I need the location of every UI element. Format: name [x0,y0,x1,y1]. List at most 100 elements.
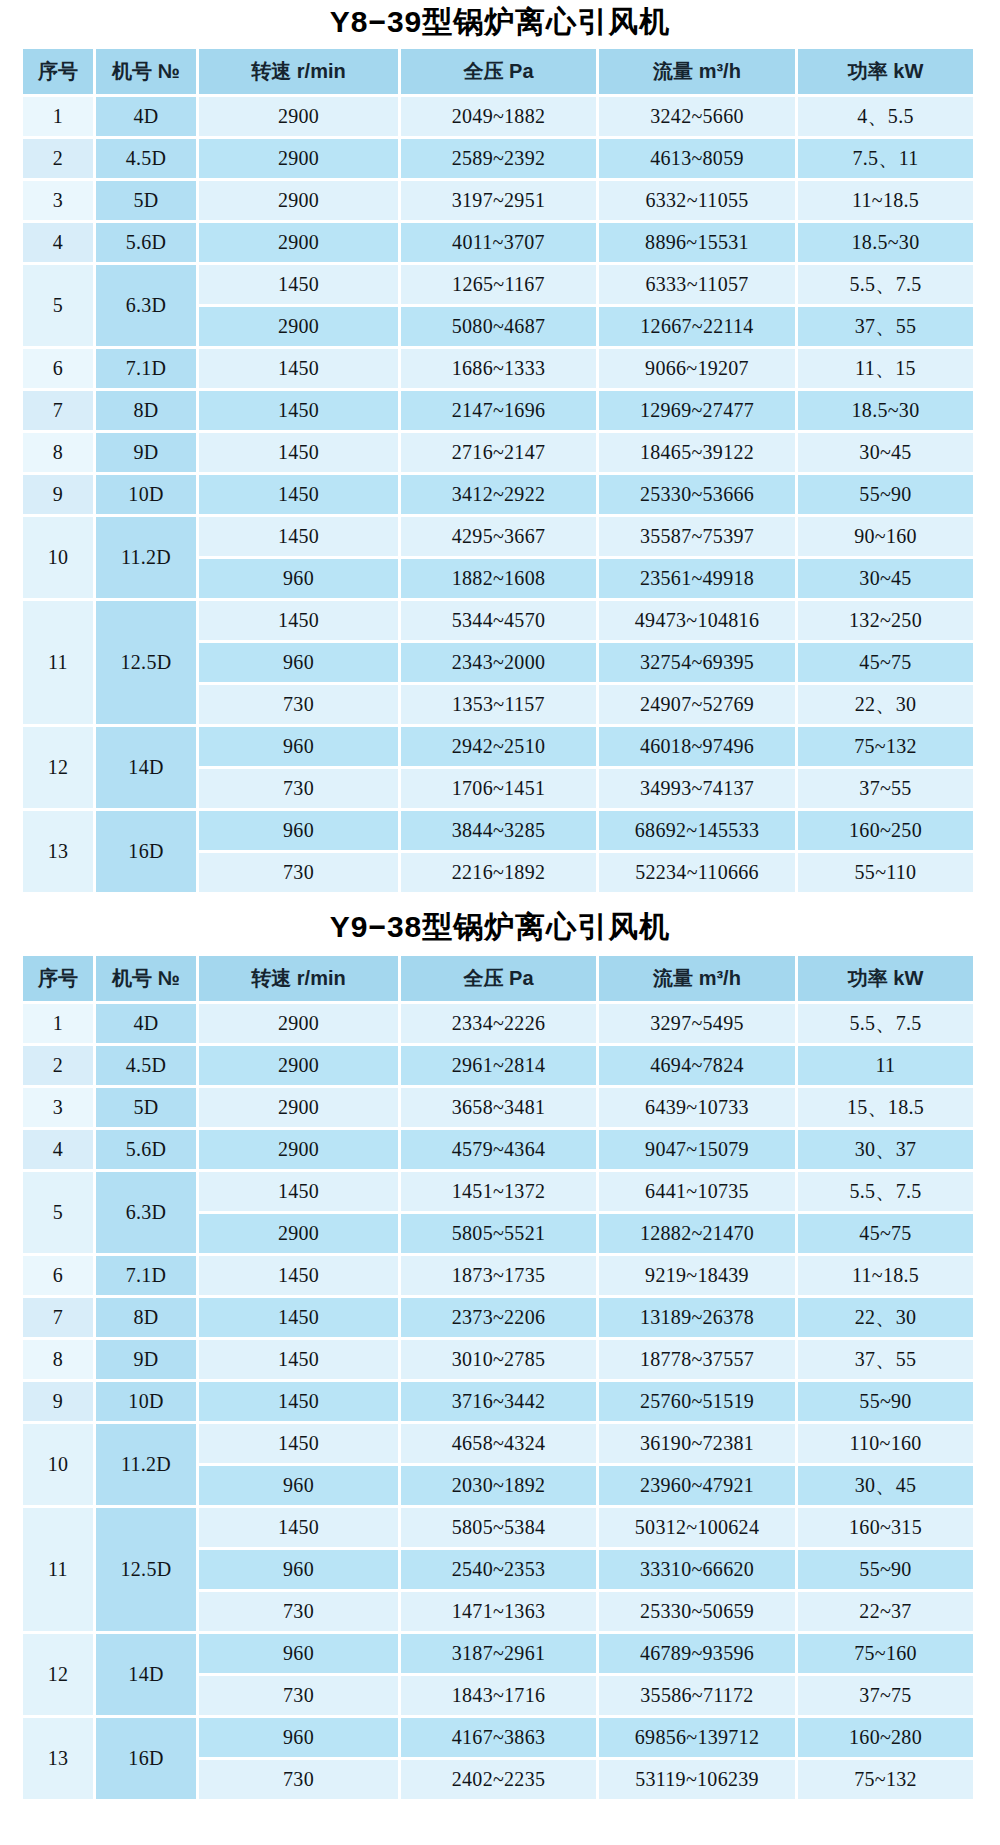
data-cell: 1450 [199,1508,398,1547]
data-cell: 45~75 [798,1214,973,1253]
data-cell: 7.5、11 [798,139,973,178]
data-cell: 5805~5521 [401,1214,596,1253]
data-cell: 55~90 [798,1382,973,1421]
data-cell: 730 [199,1676,398,1715]
data-cell: 2900 [199,1130,398,1169]
header-row: 序号机号 №转速 r/min全压 Pa流量 m³/h功率 kW [23,49,973,94]
model-cell: 9D [96,433,196,472]
data-cell: 1265~1167 [401,265,596,304]
row-number-cell: 7 [23,1298,93,1337]
data-cell: 730 [199,1760,398,1799]
table-row: 89D14503010~278518778~3755737、55 [23,1340,973,1379]
data-cell: 68692~145533 [599,811,795,850]
data-cell: 5.5、7.5 [798,265,973,304]
data-cell: 50312~100624 [599,1508,795,1547]
data-cell: 9047~15079 [599,1130,795,1169]
column-header: 转速 r/min [199,49,398,94]
data-cell: 960 [199,1466,398,1505]
data-cell: 3716~3442 [401,1382,596,1421]
data-cell: 3187~2961 [401,1634,596,1673]
data-cell: 1686~1333 [401,349,596,388]
data-cell: 730 [199,769,398,808]
table-row: 1214D9602942~251046018~9749675~132 [23,727,973,766]
data-cell: 23561~49918 [599,559,795,598]
model-cell: 10D [96,1382,196,1421]
data-cell: 53119~106239 [599,1760,795,1799]
model-cell: 7.1D [96,349,196,388]
data-cell: 12667~22114 [599,307,795,346]
data-cell: 2900 [199,181,398,220]
data-cell: 18465~39122 [599,433,795,472]
table-row: 45.6D29004011~37078896~1553118.5~30 [23,223,973,262]
column-header: 流量 m³/h [599,49,795,94]
data-cell: 5.5、7.5 [798,1004,973,1043]
data-cell: 55~110 [798,853,973,892]
model-cell: 11.2D [96,1424,196,1505]
data-cell: 46789~93596 [599,1634,795,1673]
table-row: 45.6D29004579~43649047~1507930、37 [23,1130,973,1169]
data-cell: 2343~2000 [401,643,596,682]
table1-body: 14D29002049~18823242~56604、5.524.5D29002… [23,97,973,892]
model-cell: 10D [96,475,196,514]
data-cell: 3297~5495 [599,1004,795,1043]
row-number-cell: 1 [23,1004,93,1043]
data-cell: 22、30 [798,685,973,724]
table-row: 14D29002334~22263297~54955.5、7.5 [23,1004,973,1043]
model-cell: 8D [96,1298,196,1337]
model-cell: 5.6D [96,1130,196,1169]
data-cell: 5344~4570 [401,601,596,640]
model-cell: 6.3D [96,265,196,346]
data-cell: 2900 [199,1046,398,1085]
data-cell: 730 [199,853,398,892]
data-cell: 33310~66620 [599,1550,795,1589]
data-cell: 1843~1716 [401,1676,596,1715]
data-cell: 1450 [199,1340,398,1379]
table-row: 35D29003197~29516332~1105511~18.5 [23,181,973,220]
row-number-cell: 2 [23,1046,93,1085]
data-cell: 6439~10733 [599,1088,795,1127]
model-cell: 7.1D [96,1256,196,1295]
column-header: 机号 № [96,956,196,1001]
data-cell: 69856~139712 [599,1718,795,1757]
data-cell: 110~160 [798,1424,973,1463]
model-cell: 5.6D [96,223,196,262]
table1-title: Y8−39型锅炉离心引风机 [0,4,1000,40]
row-number-cell: 5 [23,265,93,346]
data-cell: 960 [199,811,398,850]
data-cell: 11 [798,1046,973,1085]
data-cell: 30~45 [798,559,973,598]
model-cell: 4D [96,1004,196,1043]
model-cell: 8D [96,391,196,430]
model-cell: 12.5D [96,601,196,724]
data-cell: 960 [199,727,398,766]
model-cell: 5D [96,181,196,220]
row-number-cell: 10 [23,517,93,598]
row-number-cell: 11 [23,1508,93,1631]
data-cell: 37~55 [798,769,973,808]
data-cell: 24907~52769 [599,685,795,724]
data-cell: 9066~19207 [599,349,795,388]
row-number-cell: 5 [23,1172,93,1253]
data-cell: 34993~74137 [599,769,795,808]
data-cell: 2402~2235 [401,1760,596,1799]
data-cell: 37、55 [798,307,973,346]
data-cell: 3412~2922 [401,475,596,514]
data-cell: 1450 [199,1298,398,1337]
data-cell: 11~18.5 [798,1256,973,1295]
column-header: 功率 kW [798,49,973,94]
data-cell: 1450 [199,433,398,472]
data-cell: 960 [199,1634,398,1673]
data-cell: 2373~2206 [401,1298,596,1337]
data-cell: 4011~3707 [401,223,596,262]
column-header: 功率 kW [798,956,973,1001]
row-number-cell: 1 [23,97,93,136]
data-cell: 15、18.5 [798,1088,973,1127]
data-cell: 30~45 [798,433,973,472]
row-number-cell: 11 [23,601,93,724]
data-cell: 1450 [199,517,398,556]
table-row: 35D29003658~34816439~1073315、18.5 [23,1088,973,1127]
row-number-cell: 7 [23,391,93,430]
data-cell: 960 [199,1718,398,1757]
table-row: 1112.5D14505344~457049473~104816132~250 [23,601,973,640]
table-row: 1112.5D14505805~538450312~100624160~315 [23,1508,973,1547]
